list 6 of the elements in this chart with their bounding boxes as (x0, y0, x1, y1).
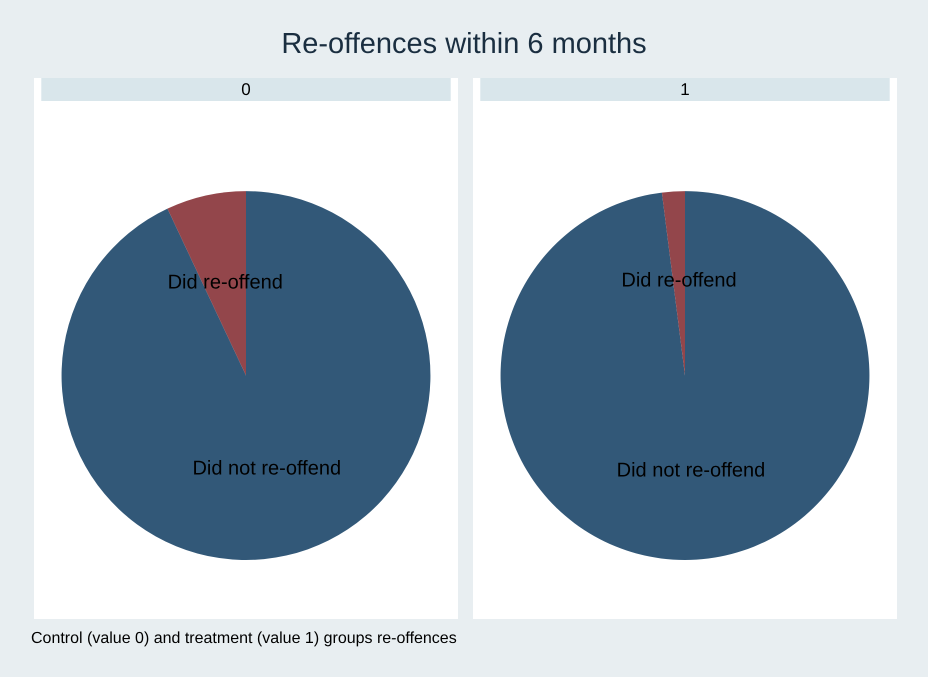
chart-title: 0 (241, 80, 251, 99)
text: Re-offences within 6 months (280, 28, 648, 61)
chart-title: 1 (680, 80, 690, 99)
slice-label: Did not re-offend (192, 457, 342, 480)
text: Control (value 0) and treatment (value 1) groups re-offences (31, 630, 457, 648)
slice-label: Did not re-offend (616, 460, 766, 482)
